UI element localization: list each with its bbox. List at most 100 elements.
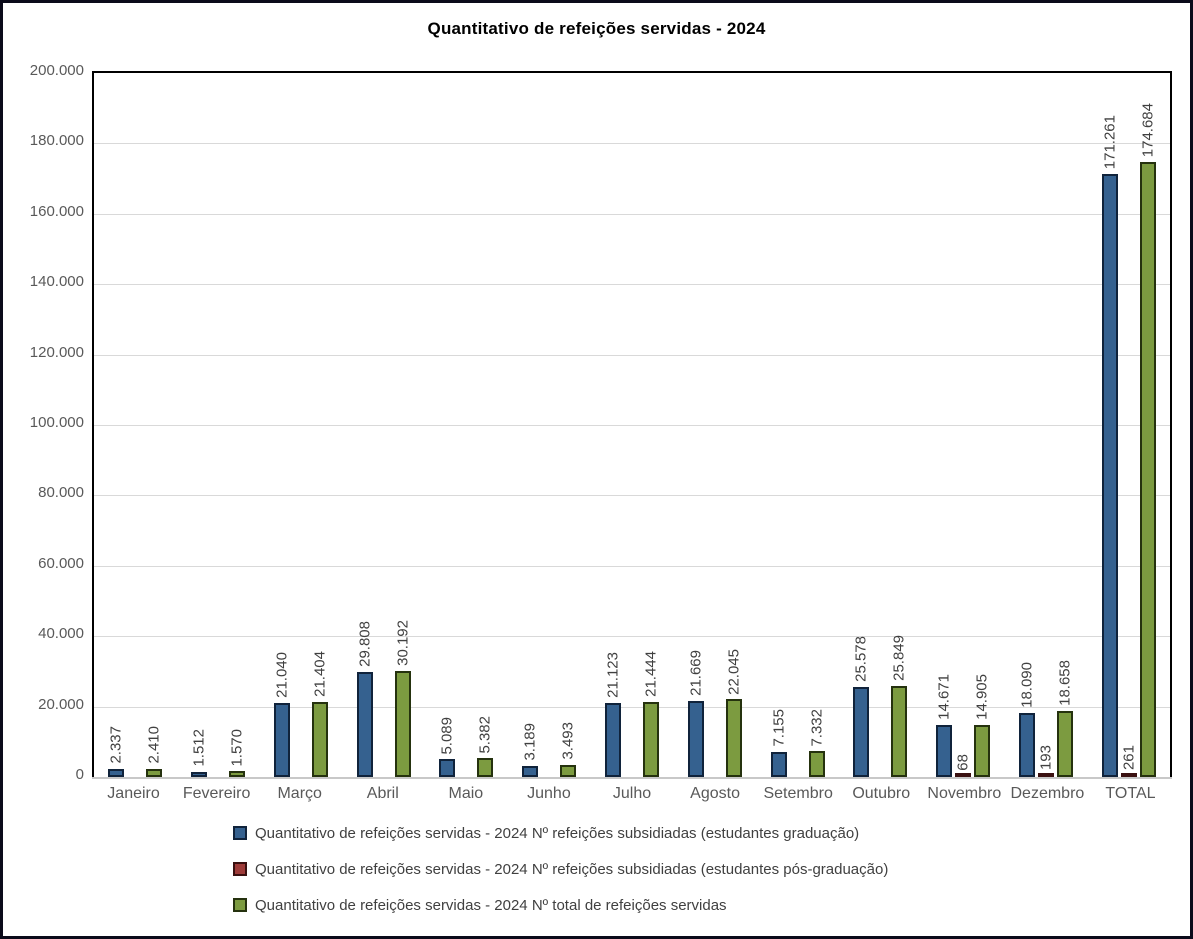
bar-data-label: 21.404 — [311, 650, 329, 697]
bar-cell — [458, 73, 474, 777]
bar-series-0-dezembro — [1018, 713, 1035, 777]
bar-series-2-julho — [642, 701, 659, 777]
bar-cell: 21.123 — [604, 73, 622, 777]
y-tick-label: 200.000 — [29, 62, 84, 79]
bar-series-0-janeiro — [108, 768, 125, 777]
bar-series-0-junho — [522, 765, 539, 777]
bar-series-1-novembro — [955, 773, 972, 777]
bar-cell: 261 — [1120, 73, 1137, 777]
y-tick-label: 60.000 — [38, 554, 84, 572]
bar-cell — [127, 73, 143, 777]
gridline — [94, 354, 1170, 356]
bar-cell: 3.189 — [521, 73, 539, 777]
bar-series-0-julho — [604, 702, 621, 777]
bar-series-2-outubro — [891, 686, 908, 777]
gridline — [94, 706, 1170, 708]
bar-cell: 21.444 — [642, 73, 659, 777]
x-tick-label-total: TOTAL — [1105, 785, 1156, 802]
y-tick-label: 140.000 — [29, 273, 84, 291]
bar-group-abril: 29.808 30.192 — [342, 73, 425, 777]
gridline — [94, 284, 1170, 286]
x-axis-line — [92, 777, 1172, 779]
y-tick-label: 160.000 — [29, 202, 84, 220]
bar-data-label: 25.578 — [852, 636, 870, 682]
bar-data-label: 18.090 — [1018, 662, 1036, 709]
bar-cell: 68 — [955, 73, 972, 777]
bar-series-0-agosto — [687, 700, 704, 777]
bar-series-0-fevereiro — [191, 771, 208, 777]
bar-cell: 25.849 — [891, 73, 908, 777]
bar-group-julho: 21.123 21.444 — [591, 73, 674, 777]
x-tick-label-julho: Julho — [612, 785, 652, 802]
bar-cell: 21.040 — [273, 73, 290, 777]
bar-data-label: 1.512 — [190, 729, 208, 767]
bar-data-label: 2.410 — [145, 725, 163, 764]
bar-cell: 18.090 — [1018, 73, 1036, 777]
x-tick-label-setembro: Setembro — [763, 785, 833, 802]
bar-data-label: 2.337 — [107, 726, 125, 764]
bar-series-2-total — [1139, 162, 1156, 777]
bar-data-label: 21.123 — [604, 651, 622, 698]
bar-cell: 193 — [1037, 73, 1054, 777]
bar-cell: 3.493 — [559, 73, 577, 777]
bar-data-label: 22.045 — [725, 648, 743, 695]
bar-series-2-março — [311, 701, 328, 777]
x-tick-label-março: Março — [277, 785, 322, 802]
bar-cell: 29.808 — [356, 73, 374, 777]
y-tick-label: 20.000 — [38, 695, 84, 713]
bar-data-label: 3.493 — [559, 722, 577, 760]
legend-swatch-icon — [233, 826, 247, 840]
y-tick-label: 180.000 — [29, 132, 84, 150]
bar-series-1-dezembro — [1037, 773, 1054, 777]
legend-item: Quantitativo de refeições servidas - 202… — [233, 859, 888, 879]
bar-cell: 5.382 — [477, 73, 494, 777]
bar-group-total: 171.261 261 174.684 — [1087, 73, 1170, 777]
bar-cell: 1.570 — [229, 73, 246, 777]
bar-cell: 2.337 — [107, 73, 125, 777]
bar-cell — [376, 73, 392, 777]
bar-data-label: 3.189 — [521, 723, 539, 761]
legend: Quantitativo de refeições servidas - 202… — [233, 823, 888, 915]
bar-cell: 21.404 — [311, 73, 329, 777]
gridline — [94, 636, 1170, 638]
y-tick-label: 120.000 — [29, 343, 84, 361]
bar-cell: 18.658 — [1056, 73, 1073, 777]
plot-area: 2.337 2.410 1.512 1.570 21.040 21.404 29.808 30… — [92, 71, 1172, 779]
bar-cell — [707, 73, 723, 777]
bar-series-0-março — [273, 702, 290, 777]
x-axis-tick-labels: Janeiro Fevereiro Março Abril Maio Junho Julho… — [92, 785, 1172, 803]
bar-cell: 7.332 — [808, 73, 825, 777]
bar-group-maio: 5.089 5.382 — [425, 73, 508, 777]
legend-label: Quantitativo de refeições servidas - 202… — [255, 824, 860, 842]
bar-series-0-abril — [356, 672, 373, 777]
bar-group-setembro: 7.155 7.332 — [756, 73, 839, 777]
bar-data-label: 7.332 — [808, 708, 825, 747]
bar-cell — [541, 73, 557, 777]
legend-swatch-icon — [233, 862, 247, 876]
bar-data-label: 29.808 — [356, 621, 374, 668]
y-tick-label: 80.000 — [38, 484, 84, 502]
bar-series-2-setembro — [808, 751, 825, 777]
bar-cell — [210, 73, 226, 777]
bar-cell: 7.155 — [770, 73, 787, 777]
bar-cell — [872, 73, 888, 777]
bar-cell: 174.684 — [1139, 73, 1156, 777]
bar-cell: 30.192 — [394, 73, 411, 777]
bar-data-label: 5.089 — [438, 716, 456, 755]
x-tick-label-junho: Junho — [527, 785, 571, 802]
y-tick-label: 100.000 — [29, 414, 84, 431]
bar-group-fevereiro: 1.512 1.570 — [177, 73, 260, 777]
gridline — [94, 565, 1170, 567]
bar-cell: 25.578 — [852, 73, 870, 777]
x-tick-label-dezembro: Dezembro — [1010, 785, 1085, 802]
bar-group-dezembro: 18.090 193 18.658 — [1004, 73, 1087, 777]
bar-data-label: 14.905 — [973, 673, 991, 720]
gridline — [94, 143, 1170, 145]
y-tick-label: 40.000 — [38, 625, 84, 643]
x-tick-label-maio: Maio — [448, 785, 484, 802]
bar-series-2-junho — [560, 764, 577, 777]
bar-group-junho: 3.189 3.493 — [508, 73, 591, 777]
bar-series-0-total — [1101, 174, 1118, 777]
x-tick-label-janeiro: Janeiro — [107, 785, 160, 802]
